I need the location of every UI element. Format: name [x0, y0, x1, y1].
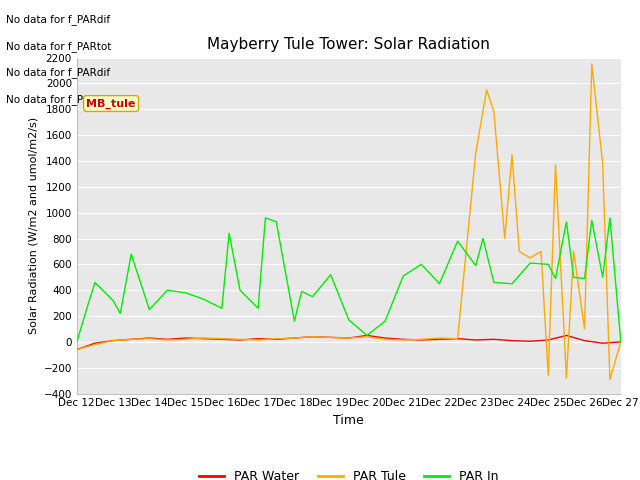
Text: No data for f_PARdif: No data for f_PARdif	[6, 67, 111, 78]
Text: No data for f_PARdif: No data for f_PARdif	[6, 14, 111, 25]
Y-axis label: Solar Radiation (W/m2 and umol/m2/s): Solar Radiation (W/m2 and umol/m2/s)	[28, 117, 38, 334]
Legend: PAR Water, PAR Tule, PAR In: PAR Water, PAR Tule, PAR In	[194, 465, 504, 480]
Text: No data for f_PARtot: No data for f_PARtot	[6, 94, 112, 105]
Text: No data for f_PARtot: No data for f_PARtot	[6, 41, 112, 52]
Title: Mayberry Tule Tower: Solar Radiation: Mayberry Tule Tower: Solar Radiation	[207, 37, 490, 52]
Text: MB_tule: MB_tule	[86, 98, 136, 108]
X-axis label: Time: Time	[333, 414, 364, 427]
